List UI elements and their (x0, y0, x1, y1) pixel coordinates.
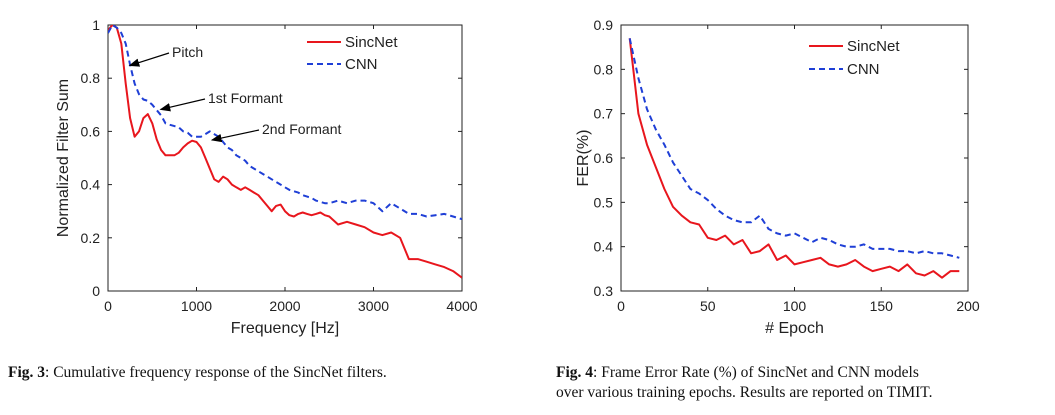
y-tick-label: 0.5 (594, 194, 614, 210)
x-tick-label: 150 (870, 298, 894, 314)
figure-4-caption-text-1: : Frame Error Rate (%) of SincNet and CN… (593, 364, 919, 381)
x-tick-label: 1000 (181, 298, 212, 314)
annotation-label: 2nd Formant (262, 121, 341, 137)
y-tick-label: 0.3 (594, 283, 614, 299)
y-tick-label: 1 (92, 17, 100, 33)
x-tick-label: 3000 (358, 298, 389, 314)
y-tick-label: 0.6 (594, 150, 614, 166)
x-tick-label: 50 (700, 298, 716, 314)
figure-3-caption-label: Fig. 3 (8, 364, 46, 381)
y-tick-label: 0.8 (81, 70, 101, 86)
x-tick-label: 4000 (446, 298, 477, 314)
figure-canvas: 0 1000 2000 3000 400000.20.40.60.81Frequency… (55, 17, 980, 337)
y-tick-label: 0 (92, 283, 100, 299)
series-line-sincnet (628, 38, 960, 279)
chart-filter-frequency-response: 0 1000 2000 3000 4000 0 0.2 0.4 0.6 0.8 1 Frequency… (55, 17, 478, 337)
x-tick-label: 0 (104, 298, 112, 314)
y-tick-label: 0.7 (594, 106, 614, 122)
annotation-arrow (128, 52, 170, 67)
series-line-cnn (108, 25, 462, 221)
y-tick-label: 0.6 (81, 123, 101, 139)
x-tick-label: 2000 (269, 298, 300, 314)
figure-4-caption-line-2: over various training epochs. Results ar… (556, 384, 933, 401)
x-axis-label: # Epoch (765, 320, 824, 337)
figure-3-caption: Fig. 3: Cumulative frequency response of… (8, 363, 528, 383)
y-tick-label: 0.8 (594, 61, 614, 77)
y-axis-label: Normalized Filter Sum (55, 79, 72, 237)
y-tick-label: 0.2 (81, 230, 101, 246)
x-tick-label: 0 (617, 298, 625, 314)
legend-label-cnn: CNN (345, 56, 378, 73)
series-line-sincnet (108, 25, 462, 279)
legend-label-sincnet: SincNet (847, 38, 900, 55)
figure-4-caption: Fig. 4: Frame Error Rate (%) of SincNet … (556, 363, 1051, 403)
legend-label-sincnet: SincNet (345, 34, 398, 51)
x-tick-label: 100 (783, 298, 807, 314)
y-tick-label: 0.4 (594, 239, 614, 255)
annotation-label: 1st Formant (208, 90, 283, 106)
series-line-cnn (628, 38, 960, 259)
annotation-arrow (159, 98, 206, 112)
annotation-arrow (210, 129, 260, 143)
y-axis-label: FER(%) (575, 130, 592, 187)
figure-3-caption-text: : Cumulative frequency response of the S… (45, 364, 387, 381)
annotation-label: Pitch (172, 44, 203, 60)
x-tick-label: 200 (956, 298, 980, 314)
x-axis-label: Frequency [Hz] (231, 320, 339, 337)
y-tick-label: 0.9 (594, 17, 614, 33)
figure-4-caption-label: Fig. 4 (556, 364, 594, 381)
plot-frame (107, 24, 463, 292)
legend-label-cnn: CNN (847, 61, 880, 78)
plot-frame (620, 24, 969, 292)
y-tick-label: 0.4 (81, 177, 101, 193)
figure-4-caption-line-1: Fig. 4: Frame Error Rate (%) of SincNet … (556, 363, 1051, 383)
chart-frame-error-rate: 0 50 100 150 200 0.3 0.4 0.5 0.6 0.7 0.8 0.9 # Epoch… (575, 17, 980, 337)
